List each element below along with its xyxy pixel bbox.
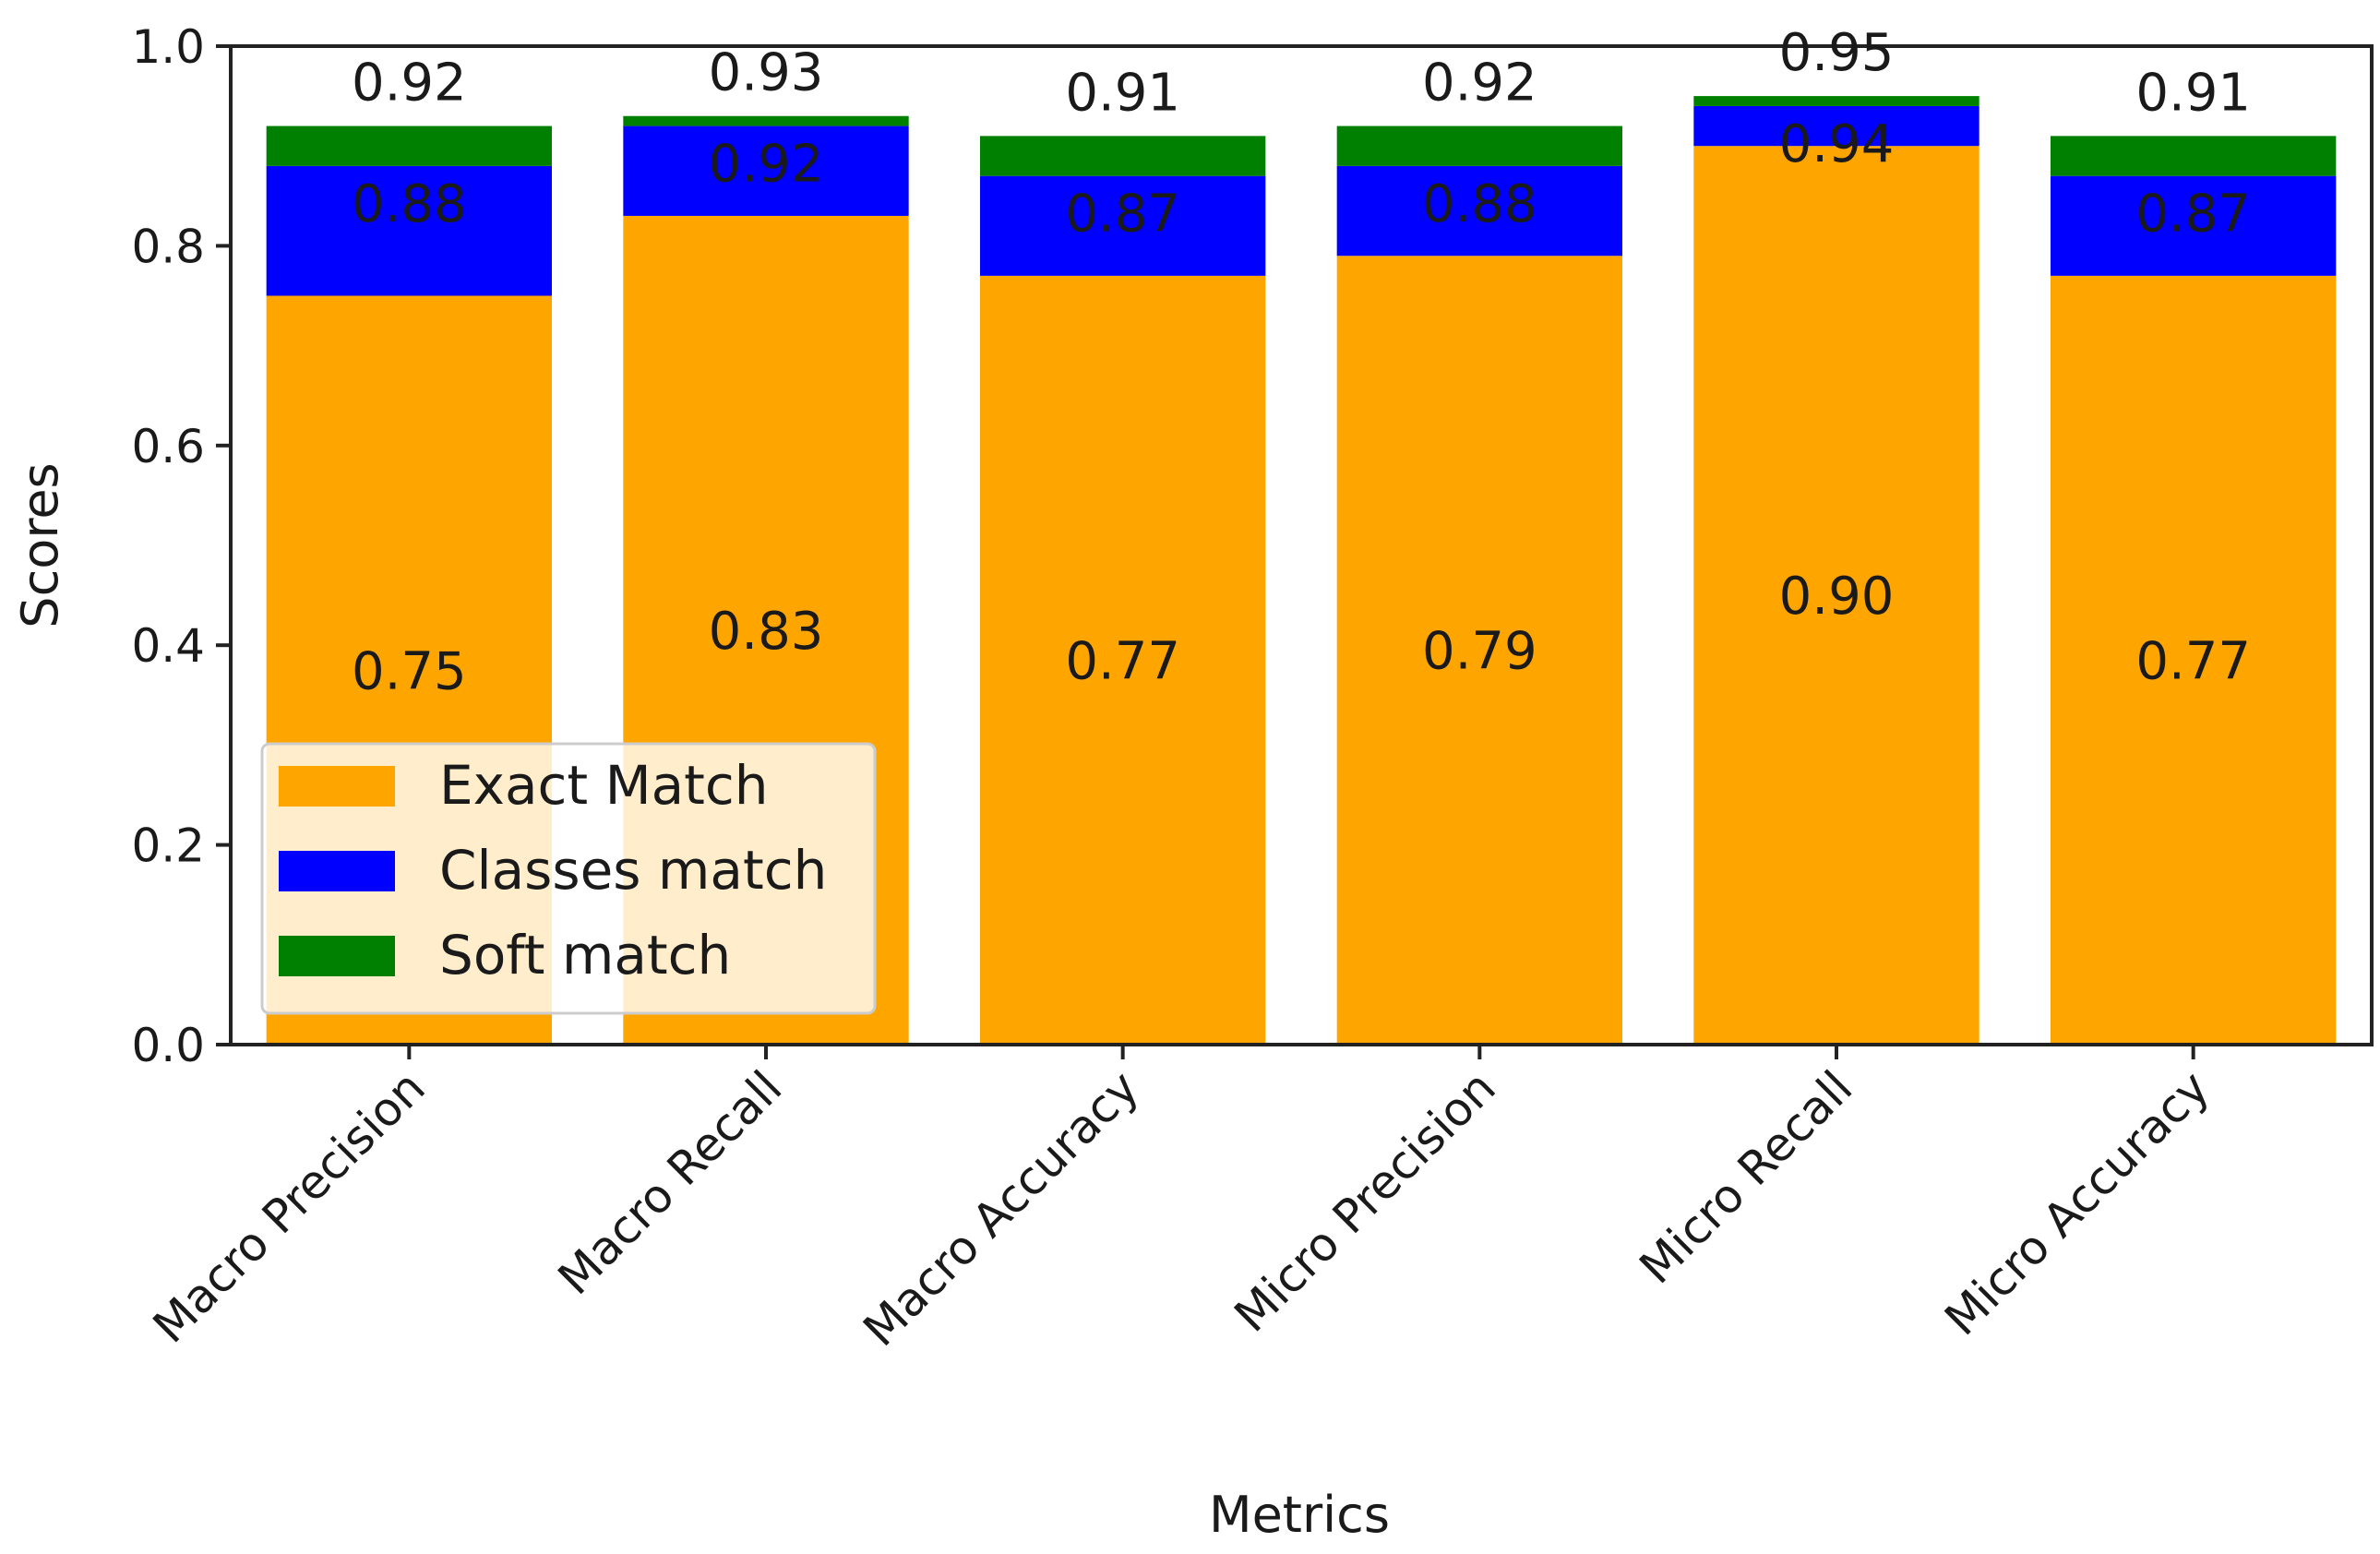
x-tick-label-6: Micro Accuracy <box>1934 1060 2219 1345</box>
x-tick-label-1: Macro Precision <box>143 1060 436 1353</box>
data-label-classes-match-6: 0.87 <box>2135 185 2251 245</box>
plot-frame <box>229 44 2374 1046</box>
data-label-soft-match-2: 0.93 <box>709 43 824 103</box>
data-label-exact-match-3: 0.77 <box>1065 631 1180 691</box>
legend: Exact Match Classes match Soft match <box>260 742 877 1015</box>
x-tick-label-4: Micro Precision <box>1225 1060 1506 1342</box>
x-tick-label-5: Micro Recall <box>1630 1060 1863 1294</box>
data-label-soft-match-1: 0.92 <box>352 54 467 114</box>
data-label-exact-match-5: 0.90 <box>1779 567 1895 627</box>
y-axis-title: Scores <box>11 462 69 628</box>
bar-classes-match-1 <box>266 165 552 296</box>
data-label-exact-match-1: 0.75 <box>352 641 467 701</box>
x-axis-title: Metrics <box>1209 1486 1390 1544</box>
bar-classes-match-5 <box>1693 105 1979 147</box>
y-tick-label-3: 0.6 <box>131 420 205 473</box>
data-label-classes-match-5: 0.94 <box>1779 114 1895 174</box>
y-tick-label-5: 1.0 <box>131 20 205 74</box>
data-label-soft-match-5: 0.95 <box>1779 23 1895 83</box>
y-tick-label-2: 0.4 <box>131 619 205 673</box>
y-axis: 0.0 0.2 0.4 0.6 0.8 1.0 <box>131 20 231 1072</box>
data-label-classes-match-1: 0.88 <box>352 174 467 234</box>
legend-label-classes-match: Classes match <box>439 839 827 902</box>
x-tick-label-2: Macro Recall <box>548 1060 793 1305</box>
data-label-classes-match-3: 0.87 <box>1065 185 1180 245</box>
legend-frame <box>260 742 877 1015</box>
bar-classes-match-4 <box>1336 165 1622 257</box>
bar-soft-match-5 <box>1693 96 1979 106</box>
data-labels-layer: 0.75 0.83 0.77 0.79 0.90 0.77 0.88 0.92 0.87 0.88… <box>352 23 2251 701</box>
bar-classes-match-6 <box>2051 175 2337 276</box>
y-tick-label-4: 0.8 <box>131 220 205 273</box>
legend-swatch-classes-match <box>279 851 395 891</box>
bar-classes-match-3 <box>980 175 1266 276</box>
data-label-soft-match-4: 0.92 <box>1422 54 1537 114</box>
bars-layer <box>266 96 2337 1046</box>
bar-soft-match-1 <box>266 126 552 166</box>
legend-label-soft-match: Soft match <box>439 924 731 986</box>
y-tick-label-1: 0.2 <box>131 819 205 873</box>
data-label-exact-match-6: 0.77 <box>2135 631 2251 691</box>
x-axis: Macro Precision Macro Recall Macro Accurac… <box>143 1045 2219 1357</box>
data-label-classes-match-4: 0.88 <box>1422 174 1537 234</box>
legend-label-exact-match: Exact Match <box>439 754 769 817</box>
data-label-classes-match-2: 0.92 <box>709 135 824 195</box>
bar-soft-match-2 <box>623 115 909 126</box>
bar-soft-match-4 <box>1336 126 1622 166</box>
bar-soft-match-3 <box>980 136 1266 176</box>
data-label-exact-match-2: 0.83 <box>709 602 824 662</box>
bar-exact-match-3 <box>980 275 1266 1045</box>
data-label-exact-match-4: 0.79 <box>1422 622 1537 682</box>
data-label-soft-match-3: 0.91 <box>1065 63 1180 123</box>
legend-swatch-exact-match <box>279 766 395 807</box>
bar-exact-match-6 <box>2051 275 2337 1045</box>
y-tick-label-0: 0.0 <box>131 1019 205 1072</box>
data-label-soft-match-6: 0.91 <box>2135 63 2251 123</box>
legend-swatch-soft-match <box>279 936 395 976</box>
bar-exact-match-5 <box>1693 146 1979 1045</box>
bar-classes-match-2 <box>623 126 909 216</box>
x-tick-label-3: Macro Accuracy <box>853 1060 1149 1357</box>
bar-soft-match-6 <box>2051 136 2337 176</box>
bar-exact-match-4 <box>1336 256 1622 1046</box>
